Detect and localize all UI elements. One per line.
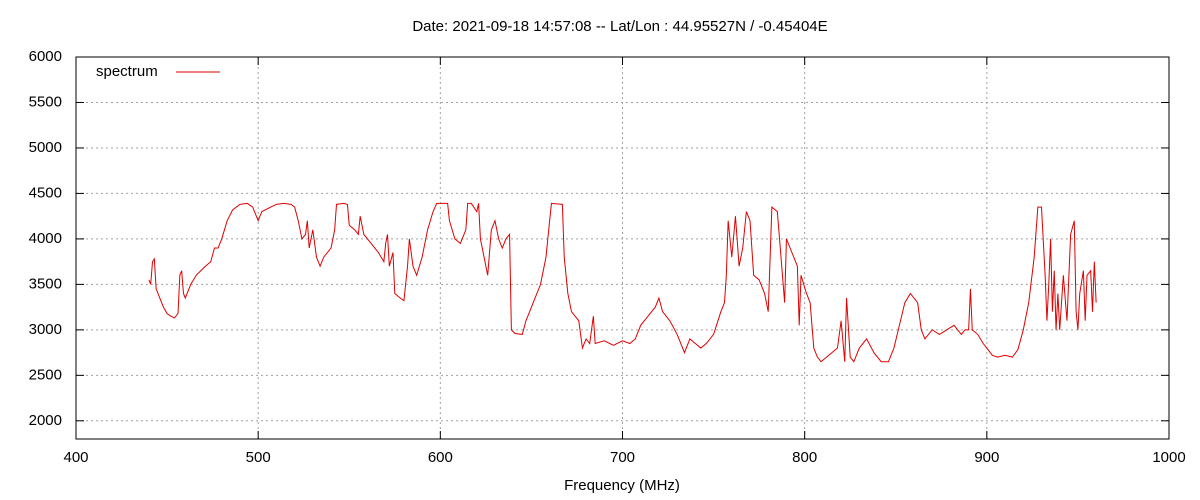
x-tick-label: 800 bbox=[792, 449, 817, 466]
y-tick-label: 3500 bbox=[29, 275, 62, 292]
legend-label: spectrum bbox=[96, 63, 158, 80]
y-tick-label: 6000 bbox=[29, 48, 62, 65]
y-tick-label: 4500 bbox=[29, 184, 62, 201]
x-tick-label: 900 bbox=[974, 449, 999, 466]
x-tick-label: 1000 bbox=[1152, 449, 1185, 466]
x-axis-label: Frequency (MHz) bbox=[564, 477, 680, 494]
x-tick-label: 700 bbox=[610, 449, 635, 466]
y-tick-label: 2500 bbox=[29, 366, 62, 383]
chart-title: Date: 2021-09-18 14:57:08 -- Lat/Lon : 4… bbox=[412, 18, 827, 35]
y-tick-label: 4000 bbox=[29, 230, 62, 247]
y-tick-label: 5500 bbox=[29, 93, 62, 110]
line-series bbox=[148, 202, 1097, 363]
y-tick-label: 2000 bbox=[29, 412, 62, 429]
y-tick-label: 3000 bbox=[29, 321, 62, 338]
x-tick-label: 400 bbox=[63, 449, 88, 466]
plot-border bbox=[75, 56, 1170, 440]
y-tick-label: 5000 bbox=[29, 139, 62, 156]
x-tick-label: 500 bbox=[246, 449, 271, 466]
x-tick-label: 600 bbox=[428, 449, 453, 466]
